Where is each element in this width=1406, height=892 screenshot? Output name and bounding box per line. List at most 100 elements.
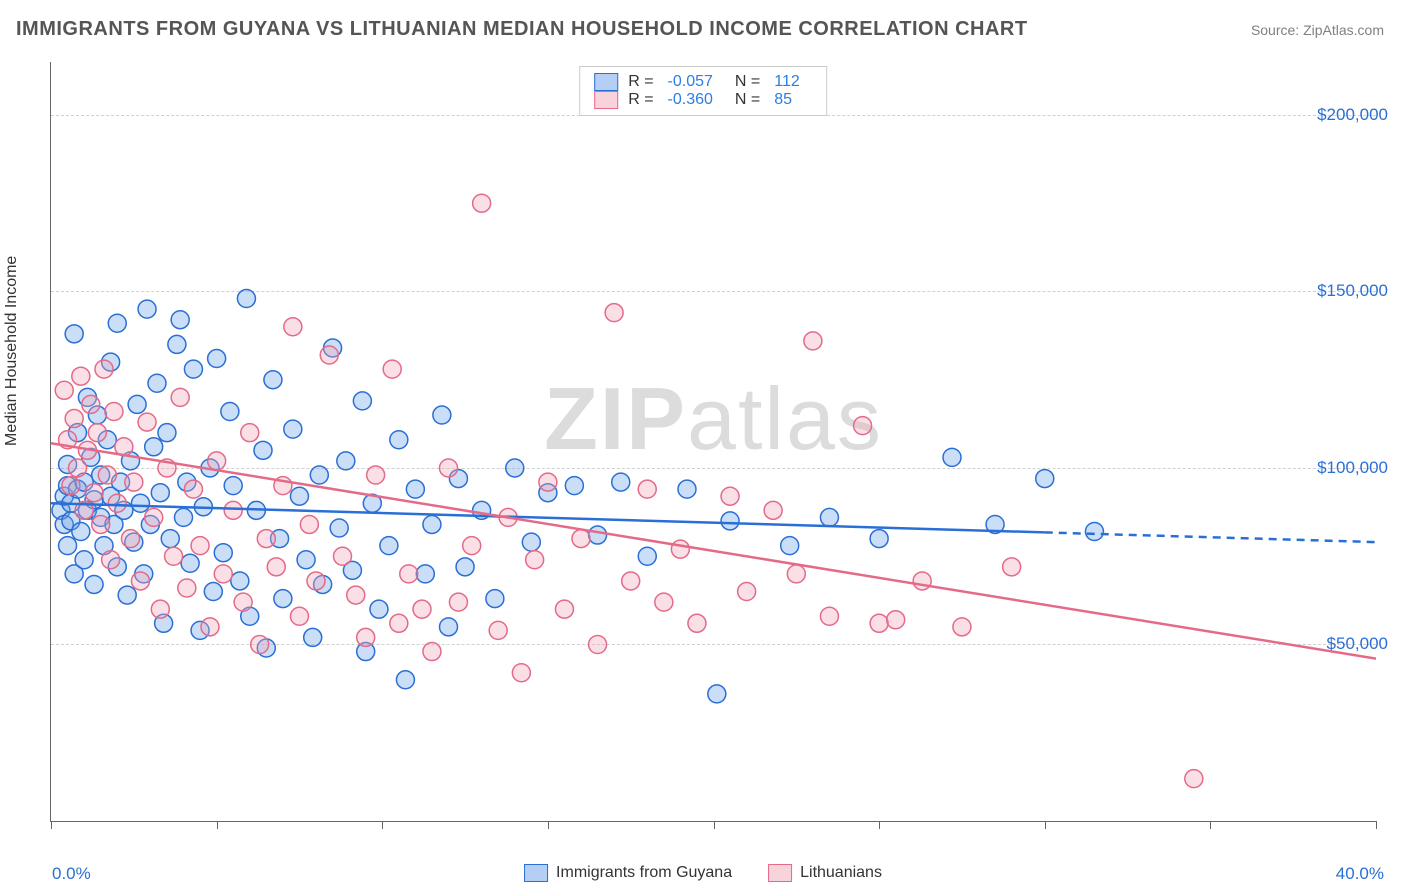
n-value-guyana: 112: [774, 73, 800, 91]
data-point-guyana: [151, 484, 169, 502]
data-point-lithuanians: [184, 480, 202, 498]
data-point-guyana: [118, 586, 136, 604]
data-point-lithuanians: [108, 494, 126, 512]
data-point-guyana: [370, 600, 388, 618]
data-point-guyana: [168, 335, 186, 353]
data-point-lithuanians: [1003, 558, 1021, 576]
data-point-guyana: [589, 526, 607, 544]
data-point-lithuanians: [526, 551, 544, 569]
data-point-guyana: [506, 459, 524, 477]
trendline-lithuanians: [51, 443, 1376, 658]
data-point-guyana: [208, 350, 226, 368]
data-point-lithuanians: [98, 466, 116, 484]
plot-area: ZIPatlas: [50, 62, 1376, 822]
legend-item-lithuanians: Lithuanians: [768, 864, 882, 882]
data-point-guyana: [290, 487, 308, 505]
data-point-guyana: [678, 480, 696, 498]
data-point-lithuanians: [913, 572, 931, 590]
data-point-guyana: [638, 547, 656, 565]
data-point-guyana: [486, 590, 504, 608]
data-point-lithuanians: [290, 607, 308, 625]
data-point-guyana: [264, 371, 282, 389]
source-attribution: Source: ZipAtlas.com: [1251, 22, 1384, 38]
data-point-guyana: [1085, 523, 1103, 541]
data-point-lithuanians: [804, 332, 822, 350]
data-point-guyana: [820, 508, 838, 526]
data-point-lithuanians: [357, 628, 375, 646]
data-point-guyana: [181, 554, 199, 572]
data-point-lithuanians: [88, 424, 106, 442]
data-point-lithuanians: [721, 487, 739, 505]
data-point-lithuanians: [122, 530, 140, 548]
data-point-lithuanians: [178, 579, 196, 597]
r-value-guyana: -0.057: [668, 73, 713, 91]
plot-svg: [51, 62, 1376, 821]
data-point-lithuanians: [55, 381, 73, 399]
data-point-guyana: [456, 558, 474, 576]
data-point-lithuanians: [473, 194, 491, 212]
legend-label-lithuanians: Lithuanians: [800, 864, 882, 882]
data-point-lithuanians: [165, 547, 183, 565]
data-point-lithuanians: [953, 618, 971, 636]
data-point-lithuanians: [638, 480, 656, 498]
data-point-lithuanians: [257, 530, 275, 548]
series-legend: Immigrants from Guyana Lithuanians: [524, 864, 882, 882]
data-point-guyana: [284, 420, 302, 438]
data-point-lithuanians: [347, 586, 365, 604]
data-point-lithuanians: [62, 477, 80, 495]
data-point-lithuanians: [489, 621, 507, 639]
data-point-lithuanians: [102, 551, 120, 569]
data-point-lithuanians: [367, 466, 385, 484]
data-point-lithuanians: [605, 304, 623, 322]
data-point-guyana: [138, 300, 156, 318]
data-point-lithuanians: [512, 664, 530, 682]
data-point-guyana: [380, 537, 398, 555]
data-point-guyana: [175, 508, 193, 526]
data-point-lithuanians: [208, 452, 226, 470]
data-point-guyana: [943, 448, 961, 466]
x-tick: [714, 821, 715, 829]
data-point-lithuanians: [224, 501, 242, 519]
data-point-lithuanians: [334, 547, 352, 565]
data-point-guyana: [128, 395, 146, 413]
data-point-guyana: [237, 290, 255, 308]
data-point-guyana: [708, 685, 726, 703]
data-point-guyana: [297, 551, 315, 569]
data-point-lithuanians: [390, 614, 408, 632]
data-point-lithuanians: [555, 600, 573, 618]
data-point-lithuanians: [787, 565, 805, 583]
data-point-lithuanians: [151, 600, 169, 618]
data-point-guyana: [231, 572, 249, 590]
x-tick: [217, 821, 218, 829]
data-point-lithuanians: [234, 593, 252, 611]
data-point-guyana: [612, 473, 630, 491]
data-point-lithuanians: [191, 537, 209, 555]
data-point-guyana: [145, 438, 163, 456]
x-tick: [548, 821, 549, 829]
data-point-lithuanians: [539, 473, 557, 491]
data-point-guyana: [65, 325, 83, 343]
x-tick: [1210, 821, 1211, 829]
data-point-lithuanians: [622, 572, 640, 590]
data-point-guyana: [721, 512, 739, 530]
data-point-lithuanians: [69, 459, 87, 477]
data-point-guyana: [423, 515, 441, 533]
data-point-lithuanians: [1185, 770, 1203, 788]
data-point-lithuanians: [383, 360, 401, 378]
data-point-lithuanians: [72, 367, 90, 385]
r-value-lithuanians: -0.360: [668, 91, 713, 109]
data-point-guyana: [85, 575, 103, 593]
data-point-lithuanians: [738, 583, 756, 601]
trendline-guyana: [51, 503, 1045, 532]
data-point-lithuanians: [105, 402, 123, 420]
data-point-lithuanians: [820, 607, 838, 625]
data-point-guyana: [161, 530, 179, 548]
data-point-lithuanians: [423, 643, 441, 661]
swatch-guyana-bottom: [524, 864, 548, 882]
n-value-lithuanians: 85: [774, 91, 792, 109]
data-point-lithuanians: [671, 540, 689, 558]
data-point-lithuanians: [572, 530, 590, 548]
data-point-guyana: [72, 523, 90, 541]
legend-row-lithuanians: R = -0.360 N = 85: [594, 91, 812, 109]
data-point-guyana: [204, 583, 222, 601]
